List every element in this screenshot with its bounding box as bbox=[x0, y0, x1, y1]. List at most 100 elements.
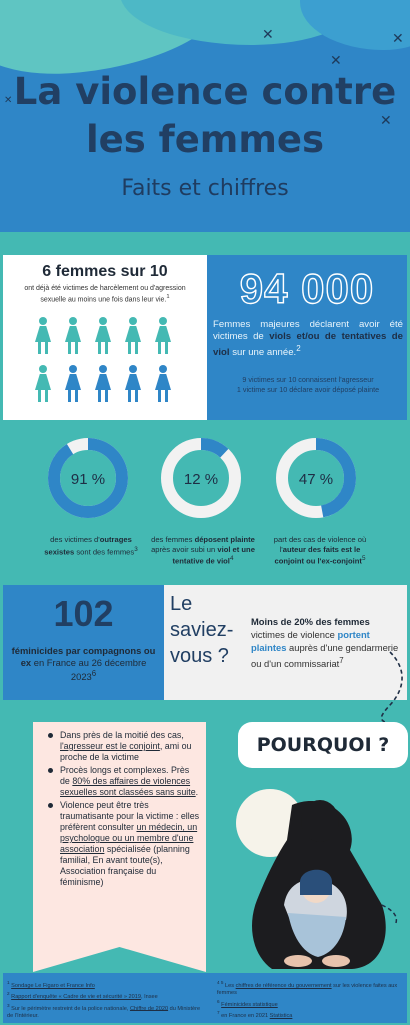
person-icon bbox=[153, 365, 173, 403]
person-icon bbox=[123, 365, 143, 403]
donut-label-plainte: des femmes déposent plainte après avoir … bbox=[150, 535, 256, 566]
person-icon bbox=[123, 317, 143, 355]
item-text: , ami ou proche de la victime bbox=[60, 741, 192, 762]
note-line: 9 victimes sur 10 connaissent l'agresseu… bbox=[242, 375, 374, 384]
person-icon bbox=[63, 317, 83, 355]
footnotes: 1 Sondage Le Figaro et France Info 2 Rap… bbox=[3, 973, 407, 1023]
footnote-ref: 5 bbox=[361, 555, 366, 562]
footnote: 6 Féminicides statistique bbox=[217, 998, 403, 1009]
page-title: La violence contre les femmes bbox=[0, 68, 410, 164]
item-text: spécialisée (planning familial, En avant… bbox=[60, 844, 190, 887]
label-text: des victimes d' bbox=[50, 535, 100, 544]
stat-description: féminicides par compagnons ou ex en Fran… bbox=[9, 645, 158, 683]
big-number: 102 bbox=[53, 593, 114, 634]
footnote: 7 en France en 2021 Statistica bbox=[217, 1009, 403, 1020]
stat-text: ont déjà été victimes de harcèlement ou … bbox=[11, 284, 199, 304]
desc-text: sur une année. bbox=[229, 347, 297, 359]
item-text: . bbox=[195, 787, 199, 797]
item-link[interactable]: l'agresseur est le conjoint bbox=[60, 741, 160, 751]
person-icon bbox=[33, 365, 53, 403]
note-line: 1 victime sur 10 déclare avoir déposé pl… bbox=[236, 385, 380, 394]
footnote-link[interactable]: Statistica bbox=[269, 1012, 293, 1019]
footnote-ref: 6 bbox=[91, 669, 97, 678]
label-text: des femmes bbox=[151, 535, 195, 544]
item-link[interactable]: un médecin, un psychologue ou un membre … bbox=[60, 822, 198, 854]
header-banner: ✕ ✕ ✕ ✕ ✕ La violence contre les femmes … bbox=[0, 0, 410, 232]
footnote: 4 5 Les chiffres de référence du gouvern… bbox=[217, 979, 403, 998]
stat-feminicides: 102 féminicides par compagnons ou ex en … bbox=[3, 585, 164, 700]
donut-label-conjoint: part des cas de violence où l'auteur des… bbox=[264, 535, 376, 566]
text-body: victimes de violence bbox=[251, 629, 338, 640]
victim-illustration bbox=[236, 789, 398, 969]
item-text: Procès longs et complexes. Près de bbox=[60, 765, 190, 786]
footnote-ref: 1 bbox=[166, 294, 170, 300]
person-icon bbox=[93, 317, 113, 355]
label-text: après avoir subi un bbox=[151, 544, 218, 554]
donut-value-label: 91 % bbox=[71, 471, 105, 488]
label-emphasis: outrages sexistes bbox=[44, 535, 132, 557]
footnote-text: Sur le périmètre restreint de la police … bbox=[11, 1005, 130, 1012]
did-you-know-title: Le saviez-vous ? bbox=[170, 593, 234, 667]
label-text: sont des femmes bbox=[74, 547, 135, 557]
donut-label-outrages: des victimes d'outrages sexistes sont de… bbox=[36, 535, 146, 557]
item-text: Dans près de la moitié des cas, bbox=[60, 730, 184, 740]
cross-icon: ✕ bbox=[392, 30, 404, 46]
list-item: Violence peut être très traumatisante po… bbox=[48, 800, 200, 888]
footnote-link[interactable]: Rapport d'enquête « Cadre de vie et sécu… bbox=[11, 994, 141, 1001]
big-number: 94 000 bbox=[239, 264, 375, 312]
donut-segment bbox=[48, 438, 128, 518]
footnote-link[interactable]: Sondage Le Figaro et France Info bbox=[11, 982, 95, 989]
donut-value-label: 47 % bbox=[299, 471, 333, 488]
text-body: auprès d'une gendarmerie ou d'un commiss… bbox=[251, 642, 399, 670]
reasons-list: Dans près de la moitié des cas, l'agress… bbox=[48, 730, 200, 890]
footnote-text: , Insee bbox=[140, 994, 158, 1001]
donut-segment bbox=[276, 438, 356, 518]
title-line: La violence contre bbox=[13, 70, 397, 113]
footnote: 2 Rapport d'enquête « Cadre de vie et sé… bbox=[7, 990, 207, 1001]
desc-emphasis: féminicides par compagnons ou ex bbox=[11, 645, 156, 668]
label-emphasis: auteur des faits est le conjoint ou l'ex… bbox=[274, 544, 362, 566]
list-item: Procès longs et complexes. Près de 80% d… bbox=[48, 765, 200, 798]
footnotes-left: 1 Sondage Le Figaro et France Info 2 Rap… bbox=[7, 979, 207, 1020]
donut-chart-conjoint: 47 % bbox=[273, 435, 359, 521]
label-text: part des cas de violence où l' bbox=[273, 535, 367, 554]
footnote-num: 3 bbox=[7, 1002, 10, 1008]
page-subtitle: Faits et chiffres bbox=[121, 176, 289, 201]
stat-description: Femmes majeures déclarent avoir été vict… bbox=[213, 319, 403, 359]
footnote-link[interactable]: Chiffre de 2020 bbox=[129, 1005, 169, 1012]
donut-chart-outrages: 91 % bbox=[45, 435, 131, 521]
stat-women-harassment: 6 femmes sur 10 ont déjà été victimes de… bbox=[3, 255, 207, 420]
text-emphasis: Moins de 20% des femmes bbox=[251, 616, 370, 627]
person-icon bbox=[63, 365, 83, 403]
footnote-num: 4 5 bbox=[217, 980, 224, 985]
cross-icon: ✕ bbox=[330, 52, 342, 68]
pourquoi-badge: POURQUOI ? bbox=[238, 722, 408, 768]
footnote: 3 Sur le périmètre restreint de la polic… bbox=[7, 1002, 207, 1021]
person-icon bbox=[33, 317, 53, 355]
donut-segment bbox=[161, 438, 241, 518]
did-you-know-box: Le saviez-vous ? Moins de 20% des femmes… bbox=[164, 585, 407, 700]
footnote-text: du Ministère de l'Intérieur. bbox=[7, 1005, 201, 1019]
stat-text-body: ont déjà été victimes de harcèlement ou … bbox=[24, 285, 186, 304]
footnote-ref: 7 bbox=[339, 656, 344, 665]
desc-text: Femmes majeures déclarent avoir été vict… bbox=[213, 319, 403, 342]
footnote-link[interactable]: Féminicides statistique bbox=[221, 1001, 278, 1008]
footnote-num: 6 bbox=[217, 998, 220, 1004]
footnote: 1 Sondage Le Figaro et France Info bbox=[7, 979, 207, 990]
cross-icon: ✕ bbox=[4, 95, 13, 106]
footnote-ref: 2 bbox=[296, 344, 301, 353]
cross-icon: ✕ bbox=[380, 112, 392, 128]
footnote-text: en France en 2021 bbox=[221, 1012, 270, 1019]
did-you-know-text: Moins de 20% des femmes victimes de viol… bbox=[251, 615, 403, 670]
footnote-num: 1 bbox=[7, 980, 10, 985]
title-line: les femmes bbox=[85, 118, 325, 161]
stat-rape-victims: 94 000 Femmes majeures déclarent avoir é… bbox=[207, 255, 407, 420]
person-icon bbox=[93, 365, 113, 403]
footnote-ref: 3 bbox=[134, 545, 138, 553]
item-link[interactable]: 80% des affaires de violences sexuelles … bbox=[60, 776, 196, 797]
footnote-link[interactable]: chiffres de référence du gouvernement bbox=[235, 982, 332, 989]
footnote-ref: 4 bbox=[229, 555, 234, 562]
reasons-card bbox=[33, 722, 206, 972]
item-text: Violence peut être très traumatisante po… bbox=[60, 800, 200, 832]
donut-value-label: 12 % bbox=[184, 471, 218, 488]
